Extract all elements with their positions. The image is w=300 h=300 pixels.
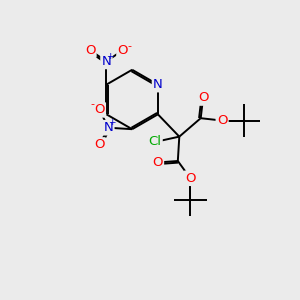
Text: N: N <box>153 78 163 91</box>
Text: O: O <box>85 44 95 57</box>
Text: Cl: Cl <box>148 136 161 148</box>
Text: O: O <box>118 44 128 57</box>
Text: -: - <box>128 41 132 51</box>
Text: +: + <box>106 52 114 61</box>
Text: O: O <box>94 138 105 152</box>
Text: -: - <box>91 100 95 110</box>
Text: +: + <box>109 118 116 127</box>
Text: O: O <box>185 172 196 185</box>
Text: O: O <box>152 156 163 169</box>
Text: O: O <box>198 92 208 104</box>
Text: O: O <box>94 103 105 116</box>
Text: N: N <box>103 121 113 134</box>
Text: O: O <box>217 114 227 127</box>
Text: N: N <box>102 55 111 68</box>
